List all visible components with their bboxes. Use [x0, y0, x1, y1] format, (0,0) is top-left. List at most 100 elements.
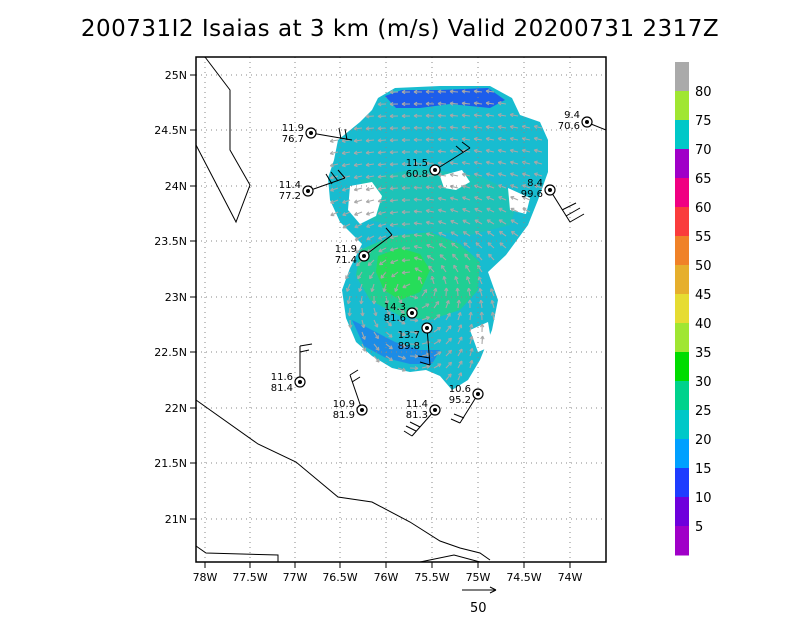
wind-vector-head	[401, 101, 406, 107]
colorbar-segment	[675, 468, 689, 498]
wind-vector	[457, 312, 461, 321]
wind-vector-head	[461, 137, 466, 142]
wind-vector-head	[354, 224, 359, 229]
colorbar-segment	[675, 149, 689, 179]
wind-vector	[498, 161, 507, 165]
wind-vector-head	[413, 161, 418, 166]
wind-vector-head	[490, 299, 495, 304]
wind-vector-head	[413, 89, 418, 95]
wind-barb-feather	[338, 127, 342, 140]
wind-vector	[397, 331, 406, 336]
wind-vector-head	[456, 299, 461, 304]
wind-vector-head	[426, 364, 431, 369]
wind-vector	[475, 230, 483, 237]
wind-vector	[474, 173, 483, 177]
wind-vector-head	[365, 174, 370, 180]
x-tick-label: 77.5W	[232, 571, 267, 584]
reference-vector-head	[489, 586, 497, 594]
wind-vector-head	[414, 330, 419, 335]
wind-vector	[452, 253, 459, 261]
wind-vector	[361, 331, 366, 340]
wind-vector	[397, 295, 402, 304]
wind-vector	[498, 102, 507, 105]
wind-vector-head	[353, 187, 358, 192]
wind-vector-head	[439, 254, 444, 259]
wind-vector-head	[387, 322, 392, 327]
wind-vector	[438, 197, 447, 201]
wind-vector	[498, 149, 507, 153]
wind-vector-head	[490, 288, 495, 293]
wind-vector-head	[375, 358, 380, 363]
wind-vector-head	[402, 355, 406, 360]
wind-vector-head	[365, 114, 370, 119]
wind-vector	[391, 271, 399, 278]
wind-vector-head	[369, 275, 373, 280]
wind-vector	[522, 184, 531, 189]
reference-vector-label: 50	[470, 601, 487, 616]
wind-vector-head	[437, 208, 442, 213]
wind-vector-head	[389, 113, 394, 119]
station-label-bottom: 77.2	[279, 191, 301, 202]
wind-barb-feather	[330, 171, 339, 182]
wind-vector-head	[478, 287, 483, 292]
wind-vector	[397, 319, 406, 325]
wind-vector-head	[377, 211, 382, 216]
map-title: 200731I2 Isaias at 3 km (m/s) Valid 2020…	[80, 16, 720, 42]
wind-vector	[366, 163, 375, 166]
station-dot-icon	[306, 189, 310, 193]
wind-vector	[421, 353, 430, 357]
wind-vector	[450, 220, 459, 225]
wind-vector-head	[390, 260, 395, 265]
wind-vector	[373, 343, 380, 351]
wind-vector	[379, 259, 387, 266]
y-tick-label: 24.5N	[154, 124, 187, 137]
wind-vector	[355, 247, 363, 254]
wind-vector	[485, 90, 495, 93]
wind-vector	[463, 242, 471, 249]
wind-vector-head	[413, 173, 418, 178]
wind-vector-head	[435, 300, 440, 306]
wind-vector-head	[458, 372, 463, 377]
wind-vector	[342, 199, 351, 204]
station: 11.481.3	[403, 399, 441, 437]
wind-vector	[330, 211, 339, 216]
wind-vector	[401, 271, 411, 274]
wind-vector	[390, 223, 399, 226]
wind-vector	[498, 196, 507, 201]
wind-vector-head	[473, 160, 478, 165]
wind-vector-head	[371, 300, 377, 305]
wind-vector	[421, 289, 428, 297]
wind-vector-head	[375, 346, 380, 351]
wind-vector-head	[458, 324, 463, 329]
wind-vector	[433, 339, 442, 345]
wind-vector	[378, 247, 387, 253]
wind-vector-head	[348, 324, 353, 329]
wind-vector-head	[425, 101, 430, 106]
wind-vector-head	[388, 357, 394, 362]
wind-field-southeast-gap	[470, 322, 492, 352]
wind-vector-head	[354, 236, 359, 241]
wind-vector-head	[414, 366, 419, 371]
wind-vector-head	[413, 209, 418, 214]
wind-vector-head	[355, 249, 360, 254]
wind-barb-feather	[405, 425, 417, 432]
wind-vector	[358, 283, 363, 292]
wind-field-inner	[376, 248, 430, 300]
station-dot-icon	[433, 408, 437, 412]
wind-vector	[367, 259, 375, 266]
wind-vector-head	[401, 125, 406, 131]
station-label-top: 10.9	[333, 399, 355, 410]
station-markers: 11.976.711.560.811.477.29.470.68.499.611…	[271, 110, 593, 437]
wind-barb-staff	[426, 327, 431, 366]
wind-vector-head	[437, 161, 442, 166]
wind-vector-head	[377, 102, 382, 107]
station-label-bottom: 71.4	[335, 255, 357, 266]
y-tick-label: 23N	[165, 291, 187, 304]
wind-vector-head	[341, 187, 346, 192]
wind-vector-head	[498, 219, 503, 224]
wind-vector-head	[462, 196, 466, 201]
wind-vector	[425, 138, 435, 141]
wind-vector-head	[454, 276, 459, 280]
wind-vector-head	[433, 287, 438, 292]
colorbar-label: 45	[695, 288, 712, 303]
